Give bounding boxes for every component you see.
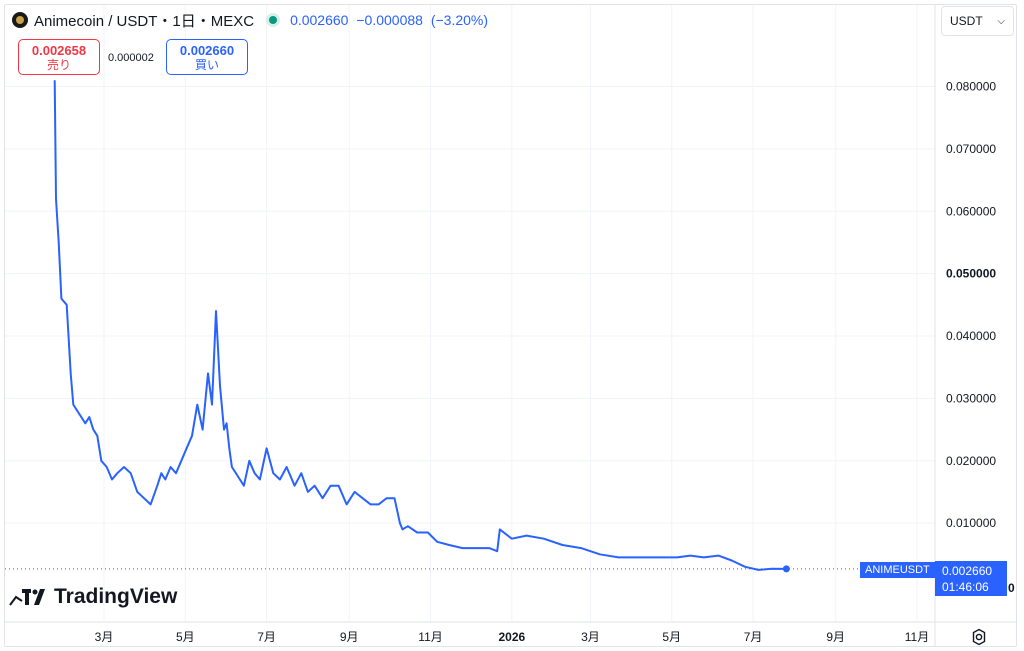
y-tick-label: 0.080000: [946, 80, 996, 94]
x-tick-label: 11月: [905, 630, 929, 644]
tradingview-logo[interactable]: TradingView: [8, 585, 177, 609]
tradingview-logo-icon: [9, 589, 45, 606]
price-change-percent: (−3.20%): [430, 12, 489, 28]
x-tick-label: 5月: [662, 630, 681, 644]
y-tick-label: 0.010000: [946, 516, 996, 530]
last-point-marker: [782, 565, 790, 573]
last-price: 0.002660: [290, 12, 349, 28]
buy-label: 買い: [194, 58, 219, 72]
price-change: −0.000088: [356, 12, 423, 28]
settings-button[interactable]: [968, 627, 990, 647]
x-tick-label: 2026: [498, 630, 525, 644]
gear-icon: [972, 628, 986, 646]
currency-select[interactable]: USDT ⌵: [941, 6, 1014, 36]
buy-price: 0.002660: [179, 43, 235, 58]
series-line-ANIMEUSDT: [53, 80, 787, 571]
hidden-axis-digit: 0: [1008, 581, 1015, 595]
y-tick-label: 0.030000: [946, 391, 996, 405]
y-tick-label: 0.020000: [946, 454, 996, 468]
x-tick-label: 5月: [176, 630, 195, 644]
symbol-badge: ANIMEUSDT: [860, 562, 935, 578]
brand-name: TradingView: [54, 585, 178, 608]
spread-value: 0.000002: [108, 52, 154, 64]
y-tick-label: 0.050000: [946, 267, 996, 281]
title-bar: Animecoin / USDT・1日・MEXC 0.002660 −0.000…: [12, 9, 492, 31]
x-tick-label: 9月: [826, 630, 845, 644]
x-tick-label: 11月: [418, 630, 442, 644]
x-tick-label: 7月: [744, 630, 763, 644]
last-price-badge: 0.002660 01:46:06: [935, 561, 1007, 596]
y-tick-label: 0.040000: [946, 329, 996, 343]
animecoin-logo-icon: [12, 12, 28, 28]
x-tick-label: 3月: [581, 630, 600, 644]
x-tick-label: 3月: [95, 630, 114, 644]
chart-frame: [4, 4, 1017, 647]
currency-select-value: USDT: [950, 14, 983, 28]
bar-countdown: 01:46:06: [942, 580, 989, 594]
market-open-dot-icon: [266, 13, 281, 27]
sell-price: 0.002658: [31, 43, 87, 58]
chevron-down-icon: ⌵: [997, 15, 1005, 27]
y-tick-label: 0.060000: [946, 204, 996, 218]
symbol-title[interactable]: Animecoin / USDT・1日・MEXC: [34, 12, 255, 30]
buy-button[interactable]: 0.002660 買い: [166, 39, 248, 75]
sell-button[interactable]: 0.002658 売り: [18, 39, 100, 75]
last-price-badge-value: 0.002660: [942, 564, 993, 578]
x-tick-label: 7月: [257, 630, 276, 644]
sell-label: 売り: [46, 58, 71, 72]
x-tick-label: 9月: [340, 630, 359, 644]
y-tick-label: 0.070000: [946, 142, 996, 156]
quote-summary: 0.002660 −0.000088 (−3.20%): [290, 12, 492, 28]
